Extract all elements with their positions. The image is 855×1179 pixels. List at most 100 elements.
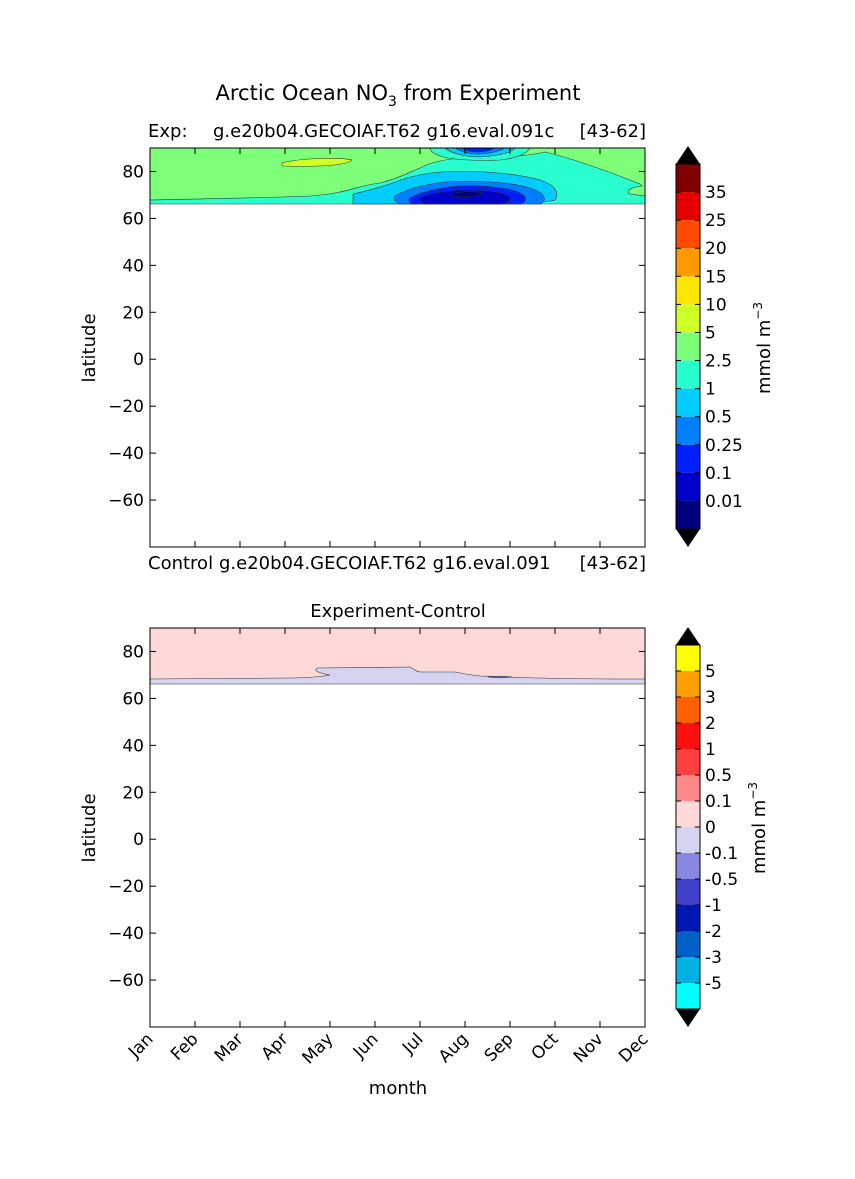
panel1-left-label: Exp: [148,121,188,142]
x-tick-label: Jun [349,1029,383,1063]
colorbar-tick-label: -1 [705,896,722,916]
colorbar-tick-label: 1 [705,380,716,400]
colorbar-swatch [676,360,700,389]
colorbar-swatch [676,801,700,827]
y-tick-label: 80 [122,642,144,662]
panel2-x-ticks: Jan Feb Mar Apr May Jun Jul Aug Sep Oct Nov Dec [124,628,653,1068]
colorbar-swatch [676,879,700,905]
x-tick-label: Nov [570,1029,608,1067]
x-tick-label: Jan [124,1029,157,1062]
y-tick-label: −40 [108,444,144,464]
colorbar-tick-label: 0.5 [705,408,732,428]
figure-title: Arctic Ocean NO3 from Experiment [216,81,581,110]
panel1-colorbar-label: mmol m−3 [751,302,775,394]
y-tick-label: −60 [108,971,144,991]
colorbar-swatch [676,905,700,931]
colorbar-tick-label: 15 [705,267,727,287]
colorbar-tick-label: 35 [705,183,727,203]
y-tick-label: 20 [122,303,144,323]
colorbar-tick-label: -0.1 [705,844,738,864]
colorbar-tick-label: 0.25 [705,436,743,456]
colorbar-swatch [676,957,700,983]
colorbar-tick-label: 3 [705,688,716,708]
colorbar-extend-high [676,146,700,164]
colorbar-swatch [676,192,700,221]
colorbar-tick-label: 0 [705,818,716,838]
colorbar-tick-label: 0.5 [705,766,732,786]
colorbar-tick-label: 25 [705,211,727,231]
colorbar-swatch [676,983,700,1009]
x-tick-label: Sep [481,1029,518,1066]
panel1-bottom-left-label: Control [148,553,213,574]
colorbar-tick-label: 5 [705,662,716,682]
contour-small-dip [487,675,513,679]
colorbar-tick-label: -2 [705,922,722,942]
colorbar-tick-label: 2 [705,714,716,734]
y-tick-label: 40 [122,256,144,276]
x-tick-label: May [299,1029,338,1068]
colorbar-swatch [676,472,700,501]
y-tick-label: 80 [122,162,144,182]
panel2-ylabel: latitude [79,793,100,862]
colorbar-tick-label: 10 [705,295,727,315]
colorbar-tick-label: 0.1 [705,464,732,484]
colorbar-extend-high [676,627,700,645]
colorbar-swatch [676,853,700,879]
panel1-right-label: [43-62] [580,121,646,142]
x-tick-label: Jul [398,1029,427,1058]
colorbar-extend-low [676,1009,700,1027]
colorbar-swatch [676,697,700,723]
panel2-title: Experiment-Control [310,601,486,622]
colorbar-swatch [676,749,700,775]
panel1-bottom-right-label: [43-62] [580,553,646,574]
colorbar-swatch [676,304,700,333]
panel1-bottom-center-label: g.e20b04.GECOIAF.T62 g16.eval.091 [219,553,551,574]
y-tick-label: −20 [108,397,144,417]
colorbar-tick-label: -5 [705,974,722,994]
y-tick-label: −60 [108,491,144,511]
x-tick-label: Oct [528,1029,563,1064]
colorbar-swatch [676,276,700,305]
title-main: Arctic Ocean NO [216,81,388,105]
contour-negative-band [149,666,646,685]
colorbar-tick-label: -3 [705,948,722,968]
panel1-axes-frame [149,147,646,548]
title-subscript: 3 [388,94,397,110]
colorbar-swatch [676,671,700,697]
colorbar-swatch [676,248,700,277]
colorbar-swatch [676,444,700,473]
colorbar-tick-label: 5 [705,323,716,343]
panel1-contour-field [149,147,646,205]
colorbar-swatch [676,220,700,249]
panel2-y-ticks: 80 60 40 20 0 −20 −40 −60 [108,642,645,991]
y-tick-label: −20 [108,877,144,897]
colorbar-swatch [676,332,700,361]
contour-yellow-green-streak [281,158,353,167]
colorbar-swatch [676,827,700,853]
colorbar-extend-low [676,529,700,547]
y-tick-label: 60 [122,689,144,709]
panel2-contour-field [149,628,646,685]
colorbar-tick-label: 20 [705,239,727,259]
x-tick-label: Feb [167,1029,202,1064]
x-tick-label: Apr [258,1029,293,1064]
y-tick-label: 20 [122,783,144,803]
y-tick-label: 40 [122,736,144,756]
contour-darkest-core [451,191,483,198]
colorbar-tick-label: 1 [705,740,716,760]
x-tick-label: Dec [615,1029,652,1066]
colorbar-swatch [676,388,700,417]
colorbar-swatch [676,775,700,801]
panel1-colorbar: 0.01 0.1 0.25 0.5 1 2.5 5 10 15 20 25 35 [675,146,743,547]
y-tick-label: 60 [122,209,144,229]
y-tick-label: −40 [108,924,144,944]
x-tick-label: Mar [211,1029,248,1066]
colorbar-swatch [676,164,700,193]
colorbar-tick-label: 2.5 [705,352,732,372]
y-tick-label: 0 [133,350,144,370]
panel1-ylabel: latitude [79,313,100,382]
colorbar-swatch [676,931,700,957]
y-tick-label: 0 [133,830,144,850]
x-tick-label: Aug [435,1029,473,1067]
